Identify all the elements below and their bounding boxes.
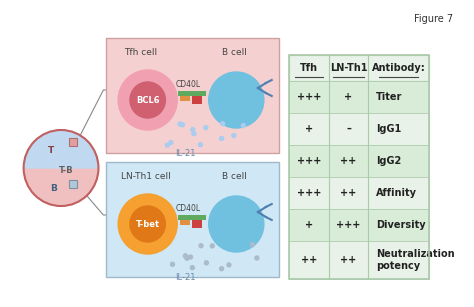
Circle shape [192,132,196,136]
Wedge shape [24,168,99,206]
Text: Titer: Titer [376,92,402,102]
Circle shape [221,122,225,126]
Circle shape [169,141,173,145]
Circle shape [171,262,174,266]
Text: Tfh: Tfh [300,63,318,73]
FancyBboxPatch shape [178,91,206,96]
Text: B cell: B cell [222,172,247,181]
Text: CD40L: CD40L [175,204,201,213]
Text: +++: +++ [297,156,321,166]
FancyBboxPatch shape [192,96,202,104]
Text: +: + [305,124,313,134]
Text: T: T [48,146,55,154]
Text: IL-21: IL-21 [175,273,195,282]
Circle shape [255,256,259,260]
FancyBboxPatch shape [69,138,77,146]
Circle shape [210,244,214,248]
Text: B cell: B cell [222,48,247,57]
Circle shape [199,244,203,248]
Circle shape [251,243,255,247]
Text: ++: ++ [301,255,317,265]
Wedge shape [24,130,99,168]
FancyBboxPatch shape [290,81,429,113]
Circle shape [165,143,169,147]
Circle shape [227,263,231,267]
Text: B: B [50,184,56,192]
FancyBboxPatch shape [290,177,429,209]
Circle shape [118,70,177,130]
Circle shape [232,134,236,138]
Circle shape [191,127,195,131]
Circle shape [209,196,264,252]
FancyBboxPatch shape [290,145,429,177]
FancyBboxPatch shape [290,241,429,279]
FancyBboxPatch shape [290,113,429,145]
Circle shape [189,255,192,259]
Text: Neutralization
potency: Neutralization potency [376,249,455,271]
Text: Affinity: Affinity [376,188,417,198]
FancyBboxPatch shape [290,55,429,81]
Circle shape [209,72,264,128]
Text: Tfh cell: Tfh cell [124,48,157,57]
Text: +++: +++ [337,220,361,230]
Text: ++: ++ [340,255,356,265]
Circle shape [181,123,184,127]
Text: IgG2: IgG2 [376,156,401,166]
Text: +++: +++ [297,92,321,102]
Text: Figure 7: Figure 7 [414,14,453,24]
FancyBboxPatch shape [106,162,279,277]
Text: –: – [346,124,351,134]
FancyBboxPatch shape [180,96,190,101]
Text: T-B: T-B [59,165,73,174]
FancyBboxPatch shape [69,180,77,188]
FancyBboxPatch shape [192,220,202,228]
Text: T-bet: T-bet [136,220,160,228]
Circle shape [199,143,202,147]
FancyBboxPatch shape [178,215,206,220]
Circle shape [183,254,187,258]
Circle shape [130,82,165,118]
Circle shape [118,194,177,254]
Circle shape [204,126,208,130]
FancyBboxPatch shape [180,220,190,225]
Circle shape [191,266,194,270]
Text: Diversity: Diversity [376,220,426,230]
Text: BCL6: BCL6 [136,95,159,104]
Circle shape [241,123,245,127]
Circle shape [204,261,209,265]
Text: ++: ++ [340,188,356,198]
Text: +: + [345,92,353,102]
Text: LN-Th1 cell: LN-Th1 cell [121,172,171,181]
Text: IgG1: IgG1 [376,124,401,134]
Text: ++: ++ [340,156,356,166]
Text: CD40L: CD40L [175,80,201,89]
Circle shape [185,256,189,260]
Text: IL-21: IL-21 [175,149,195,158]
Text: Antibody:: Antibody: [372,63,426,73]
Circle shape [219,136,224,140]
FancyBboxPatch shape [106,38,279,153]
Text: LN-Th1: LN-Th1 [330,63,367,73]
Circle shape [130,206,165,242]
Text: +: + [305,220,313,230]
Circle shape [219,267,224,271]
Circle shape [178,122,182,126]
Text: +++: +++ [297,188,321,198]
FancyBboxPatch shape [290,209,429,241]
